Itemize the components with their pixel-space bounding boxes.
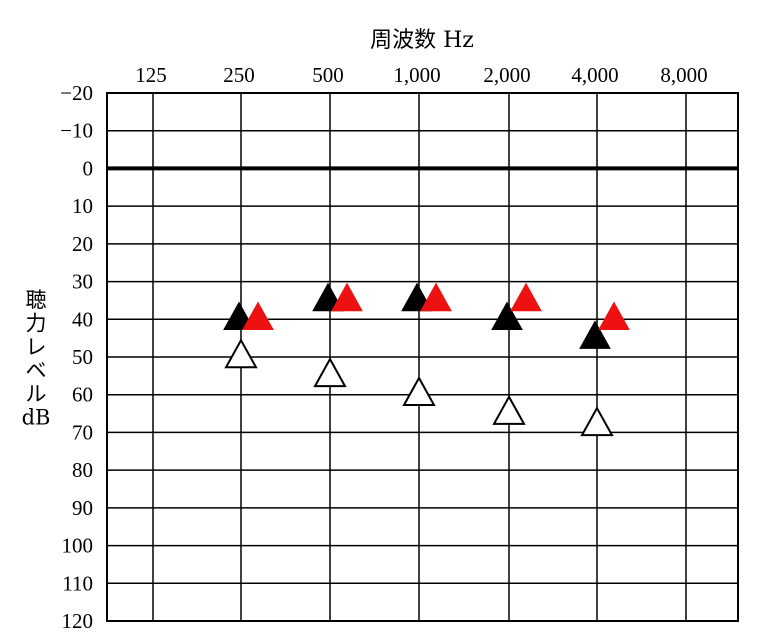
black-filled-triangle-marker: [579, 320, 611, 349]
y-tick-label: 50: [72, 345, 93, 369]
open-triangle-marker: [313, 357, 347, 388]
y-tick-label: 60: [72, 383, 93, 407]
x-axis-ticks: 125 250 500 1,000 2,000 4,000 8,000: [135, 63, 707, 87]
y-axis-ticks: −20 −10 0 10 20 30 40 50 60 70 80 90 100 110 120: [60, 81, 93, 633]
y-tick-label: 10: [72, 194, 93, 218]
y-tick-label: 90: [72, 496, 93, 520]
red-filled-triangle-marker: [598, 301, 630, 331]
black-filled-triangle-marker: [491, 301, 523, 331]
y-tick-label: 100: [62, 534, 94, 558]
x-tick-label: 1,000: [393, 63, 440, 87]
y-tick-label: 30: [72, 270, 93, 294]
x-tick-label: 125: [135, 63, 167, 87]
y-tick-label: 120: [62, 609, 94, 633]
y-axis-title-char: ベ: [26, 359, 47, 383]
y-axis-title-char: 聴: [26, 288, 47, 312]
x-tick-label: 250: [223, 63, 255, 87]
red-filled-triangle-marker: [510, 282, 542, 312]
y-tick-label: 70: [72, 420, 93, 444]
y-tick-label: 0: [83, 156, 94, 180]
y-axis-title-char: dB: [22, 406, 51, 430]
x-tick-label: 4,000: [571, 63, 618, 87]
y-axis-title-char: 力: [26, 312, 47, 336]
open-triangle-marker: [492, 394, 526, 425]
open-triangle-marker: [224, 338, 258, 369]
y-tick-label: 40: [72, 307, 93, 331]
y-tick-label: 20: [72, 232, 93, 256]
data-markers: [223, 282, 630, 437]
grid-lines: [107, 93, 738, 621]
x-tick-label: 8,000: [660, 63, 707, 87]
x-tick-label: 500: [312, 63, 344, 87]
open-triangle-marker: [580, 406, 614, 437]
red-filled-triangle-marker: [331, 282, 363, 312]
y-tick-label: −20: [60, 81, 93, 105]
y-tick-label: −10: [60, 119, 93, 143]
y-tick-label: 110: [62, 571, 93, 595]
y-axis-title-char: レ: [26, 335, 47, 359]
red-filled-triangle-marker: [420, 282, 452, 312]
y-tick-label: 80: [72, 458, 93, 482]
x-tick-label: 2,000: [483, 63, 530, 87]
x-axis-title: 周波数 Hz: [370, 28, 474, 53]
y-axis-title-char: ル: [26, 382, 47, 406]
plot-frame: [106, 92, 739, 622]
open-triangle-marker: [402, 375, 436, 406]
red-filled-triangle-marker: [242, 301, 274, 331]
